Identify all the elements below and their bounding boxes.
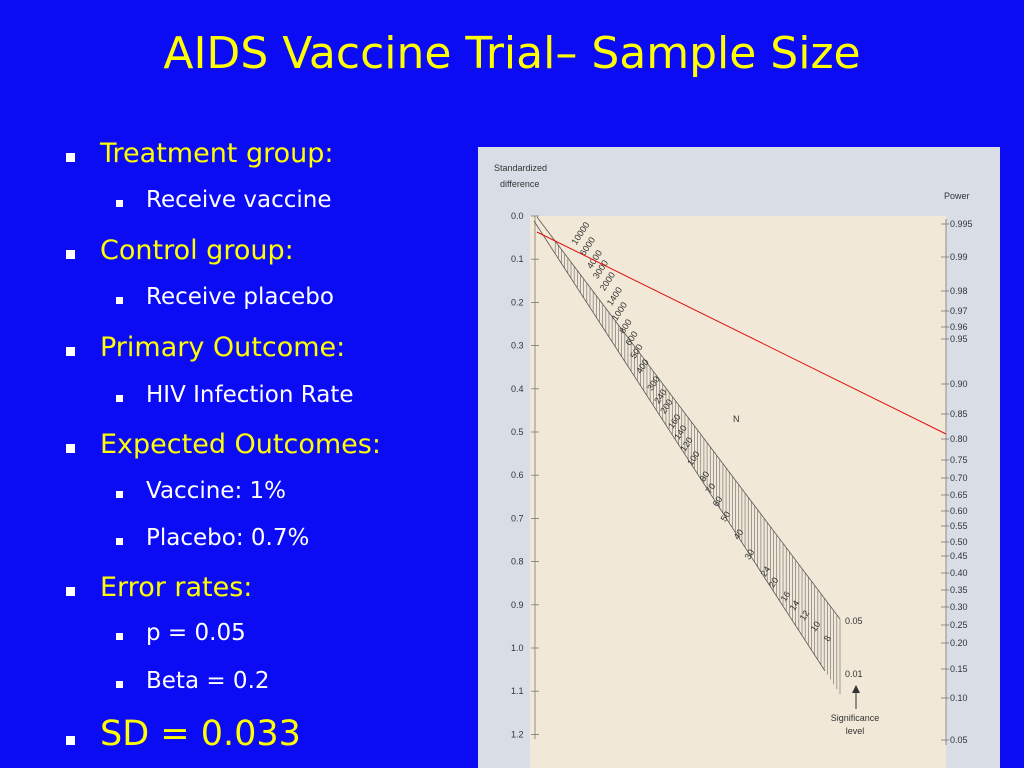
left-tick-label: 0.3 (511, 341, 524, 351)
left-tick-label: 0.5 (511, 427, 524, 437)
sub-bullet-text: Placebo: 0.7% (146, 525, 310, 551)
right-tick-label: 0.97 (950, 306, 968, 316)
n-tick-label: 20 (767, 575, 781, 589)
right-tick-label: 0.995 (950, 219, 973, 229)
n-tick-label: 8 (822, 634, 833, 644)
right-tick-label: 0.75 (950, 455, 968, 465)
right-tick-label: 0.20 (950, 638, 968, 648)
bullet-text: Error rates: (100, 572, 253, 603)
left-tick-label: 1.0 (511, 643, 524, 653)
n-tick-label: 80 (698, 469, 712, 483)
right-tick-label: 0.70 (950, 473, 968, 483)
bullet (66, 587, 75, 596)
right-tick-label: 0.35 (950, 585, 968, 595)
bullet (66, 153, 75, 162)
sub-bullet-text: p = 0.05 (146, 620, 246, 646)
sig-title: level (846, 726, 865, 736)
bullet (66, 250, 75, 259)
sub-bullet (116, 681, 123, 688)
n-tick-label: 16 (779, 589, 793, 603)
bullet-text: Expected Outcomes: (100, 429, 381, 460)
n-tick-label: 12 (798, 608, 812, 622)
sub-bullet (116, 491, 123, 498)
left-axis-title: difference (500, 179, 539, 189)
right-tick-label: 0.25 (950, 620, 968, 630)
sub-bullet (116, 200, 123, 207)
right-tick-label: 0.99 (950, 252, 968, 262)
right-axis-title: Power (944, 191, 970, 201)
n-tick-label: 70 (704, 481, 718, 495)
sub-bullet-text: Receive placebo (146, 284, 334, 310)
right-tick-label: 0.30 (950, 602, 968, 612)
right-tick-label: 0.40 (950, 568, 968, 578)
right-tick-label: 0.60 (950, 506, 968, 516)
nomogram-plot-area (530, 216, 946, 768)
bullet-text: Control group: (100, 235, 294, 266)
right-tick-label: 0.45 (950, 551, 968, 561)
left-tick-label: 0.7 (511, 513, 524, 523)
slide-title: AIDS Vaccine Trial– Sample Size (163, 28, 861, 79)
sub-bullet (116, 633, 123, 640)
right-tick-label: 0.10 (950, 693, 968, 703)
n-tick-label: 10 (809, 619, 823, 633)
n-tick-label: 30 (743, 547, 757, 561)
right-tick-label: 0.95 (950, 334, 968, 344)
left-tick-label: 0.0 (511, 211, 524, 221)
left-tick-label: 0.4 (511, 384, 524, 394)
sub-bullet (116, 297, 123, 304)
n-tick-label: 40 (732, 527, 746, 541)
right-tick-label: 0.55 (950, 521, 968, 531)
n-tick-label: 24 (759, 564, 773, 578)
sub-bullet-text: Receive vaccine (146, 187, 332, 213)
sub-bullet-text: Vaccine: 1% (146, 478, 286, 504)
left-tick-label: 0.2 (511, 297, 524, 307)
right-tick-label: 0.05 (950, 735, 968, 745)
n-label: N (733, 414, 740, 424)
left-tick-label: 1.1 (511, 686, 524, 696)
right-tick-label: 0.50 (950, 537, 968, 547)
right-tick-label: 0.90 (950, 379, 968, 389)
right-tick-label: 0.85 (950, 409, 968, 419)
bullet (66, 347, 75, 356)
sub-bullet-text: Beta = 0.2 (146, 668, 270, 694)
reading-line (536, 231, 947, 435)
left-tick-label: 0.6 (511, 470, 524, 480)
left-tick-label: 1.2 (511, 729, 524, 739)
sig-low-label: 0.01 (845, 669, 863, 679)
sub-bullet (116, 538, 123, 545)
right-tick-label: 0.80 (950, 434, 968, 444)
left-tick-label: 0.9 (511, 600, 524, 610)
bullet (66, 444, 75, 453)
bullet (66, 736, 75, 745)
bullet-text: Treatment group: (100, 138, 334, 169)
right-tick-label: 0.65 (950, 490, 968, 500)
right-tick-label: 0.96 (950, 322, 968, 332)
nomogram: Standardized difference 0.0 0.1 0.2 0.3 0.4 0.5… (478, 147, 1000, 768)
n-tick-label: 50 (719, 509, 733, 523)
n-tick-label: 60 (711, 494, 725, 508)
left-axis-title: Standardized (494, 163, 547, 173)
sub-bullet-text: HIV Infection Rate (146, 382, 354, 408)
bullet-text: SD = 0.033 (100, 714, 301, 754)
n-tick-label: 14 (788, 598, 802, 612)
bullet-text: Primary Outcome: (100, 332, 346, 363)
sig-arrowhead (852, 685, 860, 693)
sig-title: Significance (831, 713, 880, 723)
right-tick-label: 0.15 (950, 664, 968, 674)
right-tick-label: 0.98 (950, 286, 968, 296)
sub-bullet (116, 395, 123, 402)
left-tick-label: 0.1 (511, 254, 524, 264)
sig-high-label: 0.05 (845, 616, 863, 626)
left-tick-label: 0.8 (511, 557, 524, 567)
